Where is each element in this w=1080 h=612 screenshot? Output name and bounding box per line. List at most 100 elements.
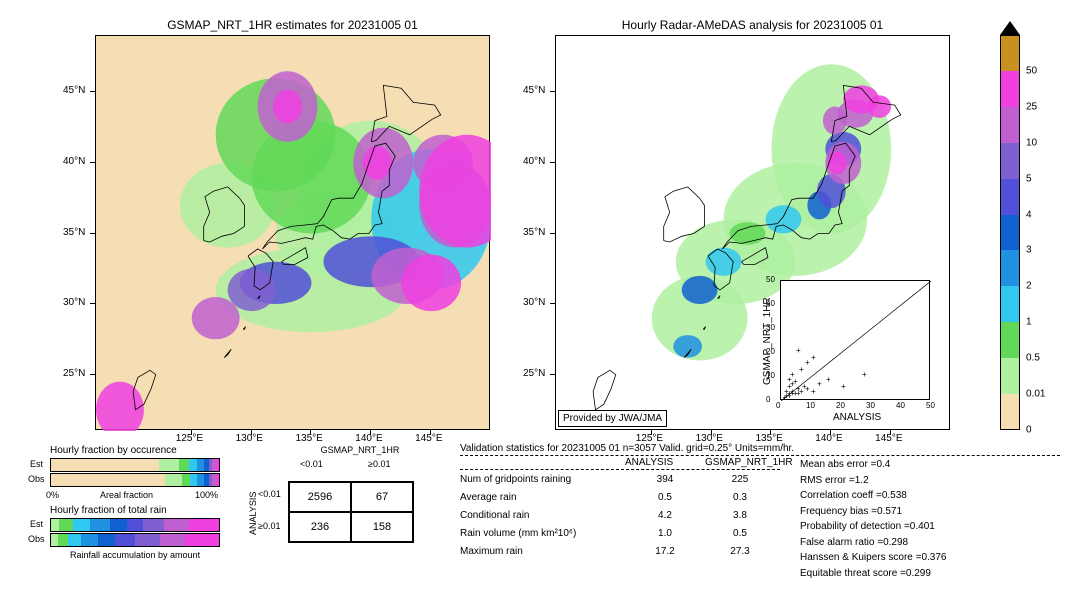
- hbar-seg: [216, 474, 219, 486]
- est-bar: [50, 458, 220, 472]
- ct-row-0: <0.01: [258, 489, 281, 499]
- svg-text:+: +: [805, 384, 810, 393]
- lon-tick: 130°E: [236, 433, 263, 444]
- lon-tick: 145°E: [415, 433, 442, 444]
- left-map: [95, 35, 490, 430]
- ct-grid: 2596 67 236 158: [288, 481, 414, 543]
- est-bar-2: [50, 518, 220, 532]
- svg-text:+: +: [817, 380, 822, 389]
- lat-tick: 30°N: [63, 297, 85, 308]
- lat-tick: 30°N: [523, 297, 545, 308]
- stats-right: Mean abs error = 0.4RMS error = 1.2Corre…: [800, 457, 1050, 581]
- svg-text:+: +: [796, 346, 801, 355]
- lon-tick: 140°E: [815, 433, 842, 444]
- colorbar-label: 0: [1026, 425, 1032, 436]
- svg-text:+: +: [790, 370, 795, 379]
- hbar-seg: [165, 474, 182, 486]
- hbar-seg: [68, 534, 81, 546]
- hbar-seg: [143, 519, 163, 531]
- colorbar-seg: [1000, 250, 1020, 286]
- lon-tick: 140°E: [355, 433, 382, 444]
- hbar-seg: [127, 519, 144, 531]
- est-label: Est: [30, 459, 43, 469]
- colorbar-seg: [1000, 322, 1020, 358]
- score-row: Frequency bias = 0.571: [800, 504, 1050, 520]
- right-map-title: Hourly Radar-AMeDAS analysis for 2023100…: [555, 18, 950, 32]
- est-label-2: Est: [30, 519, 43, 529]
- ct-cell-10: 236: [289, 512, 351, 542]
- hbar-seg: [189, 459, 197, 471]
- obs-label-2: Obs: [28, 534, 45, 544]
- axis-areal: Areal fraction: [100, 490, 153, 500]
- col-gsmap: GSMAP_NRT_1HR: [705, 457, 800, 468]
- hbar-seg: [189, 519, 219, 531]
- lat-tick: 25°N: [63, 368, 85, 379]
- colorbar-label: 10: [1026, 137, 1037, 148]
- ct-col-1: ≥0.01: [368, 459, 390, 469]
- colorbar-label: 25: [1026, 101, 1037, 112]
- hbar-seg: [216, 459, 219, 471]
- lon-tick: 125°E: [636, 433, 663, 444]
- colorbar-seg: [1000, 215, 1020, 251]
- stats-divider: [460, 455, 1060, 456]
- hbar-seg: [110, 519, 127, 531]
- hbar-seg: [179, 459, 189, 471]
- colorbar-seg: [1000, 71, 1020, 107]
- hbar-seg: [135, 534, 160, 546]
- lon-tick: 145°E: [875, 433, 902, 444]
- stats-left: ANALYSIS GSMAP_NRT_1HR Num of gridpoints…: [460, 457, 800, 581]
- col-analysis: ANALYSIS: [625, 457, 705, 468]
- scatter-xlabel: ANALYSIS: [833, 412, 881, 423]
- hbar-seg: [160, 534, 185, 546]
- svg-text:+: +: [841, 382, 846, 391]
- provided-by: Provided by JWA/JMA: [558, 410, 667, 427]
- svg-text:+: +: [862, 370, 867, 379]
- lat-tick: 25°N: [523, 368, 545, 379]
- occurrence-bars: Hourly fraction by occurence Est Obs 0% …: [50, 445, 220, 488]
- stats-header: Validation statistics for 20231005 01 n=…: [460, 443, 1060, 454]
- ct-col-0: <0.01: [300, 459, 323, 469]
- svg-text:+: +: [805, 358, 810, 367]
- ct-col-header: GSMAP_NRT_1HR: [300, 445, 420, 455]
- axis-0pct: 0%: [46, 490, 59, 500]
- colorbar-seg: [1000, 107, 1020, 143]
- scatter-inset: +++++++++++++++++++++++++++: [780, 280, 930, 400]
- obs-label: Obs: [28, 474, 45, 484]
- stat-row: Maximum rain17.227.3: [460, 543, 800, 561]
- hbar-seg: [182, 474, 190, 486]
- hbar-seg: [73, 519, 90, 531]
- score-row: RMS error = 1.2: [800, 473, 1050, 489]
- svg-text:+: +: [790, 387, 795, 396]
- lon-tick: 125°E: [176, 433, 203, 444]
- colorbar-label: 0.5: [1026, 353, 1040, 364]
- lat-tick: 35°N: [523, 227, 545, 238]
- score-row: Correlation coeff = 0.538: [800, 488, 1050, 504]
- lat-tick: 40°N: [63, 156, 85, 167]
- hbar-seg: [51, 459, 159, 471]
- colorbar-label: 4: [1026, 209, 1032, 220]
- colorbar-seg: [1000, 143, 1020, 179]
- axis-100pct: 100%: [195, 490, 218, 500]
- colorbar-seg: [1000, 179, 1020, 215]
- figure-root: GSMAP_NRT_1HR estimates for 20231005 01 …: [0, 0, 1080, 612]
- lat-tick: 40°N: [523, 156, 545, 167]
- hbar-seg: [197, 459, 204, 471]
- left-map-title: GSMAP_NRT_1HR estimates for 20231005 01: [95, 18, 490, 32]
- score-row: Equitable threat score = 0.299: [800, 566, 1050, 582]
- svg-text:+: +: [799, 365, 804, 374]
- hbar-seg: [58, 534, 68, 546]
- lat-tick: 45°N: [63, 85, 85, 96]
- colorbar-label: 5: [1026, 173, 1032, 184]
- svg-text:+: +: [796, 389, 801, 398]
- hbar-seg: [164, 519, 189, 531]
- stat-row: Num of gridpoints raining394225: [460, 471, 800, 489]
- colorbar-seg: [1000, 286, 1020, 322]
- colorbar-label: 0.01: [1026, 389, 1045, 400]
- total-rain-bars: Hourly fraction of total rain Est Obs Ra…: [50, 505, 220, 548]
- colorbar-label: 3: [1026, 245, 1032, 256]
- ct-row-header: ANALYSIS: [248, 492, 258, 535]
- hbar-seg: [51, 474, 165, 486]
- totalrain-title: Hourly fraction of total rain: [50, 505, 220, 516]
- statistics: Validation statistics for 20231005 01 n=…: [460, 443, 1060, 581]
- hbar-seg: [59, 519, 72, 531]
